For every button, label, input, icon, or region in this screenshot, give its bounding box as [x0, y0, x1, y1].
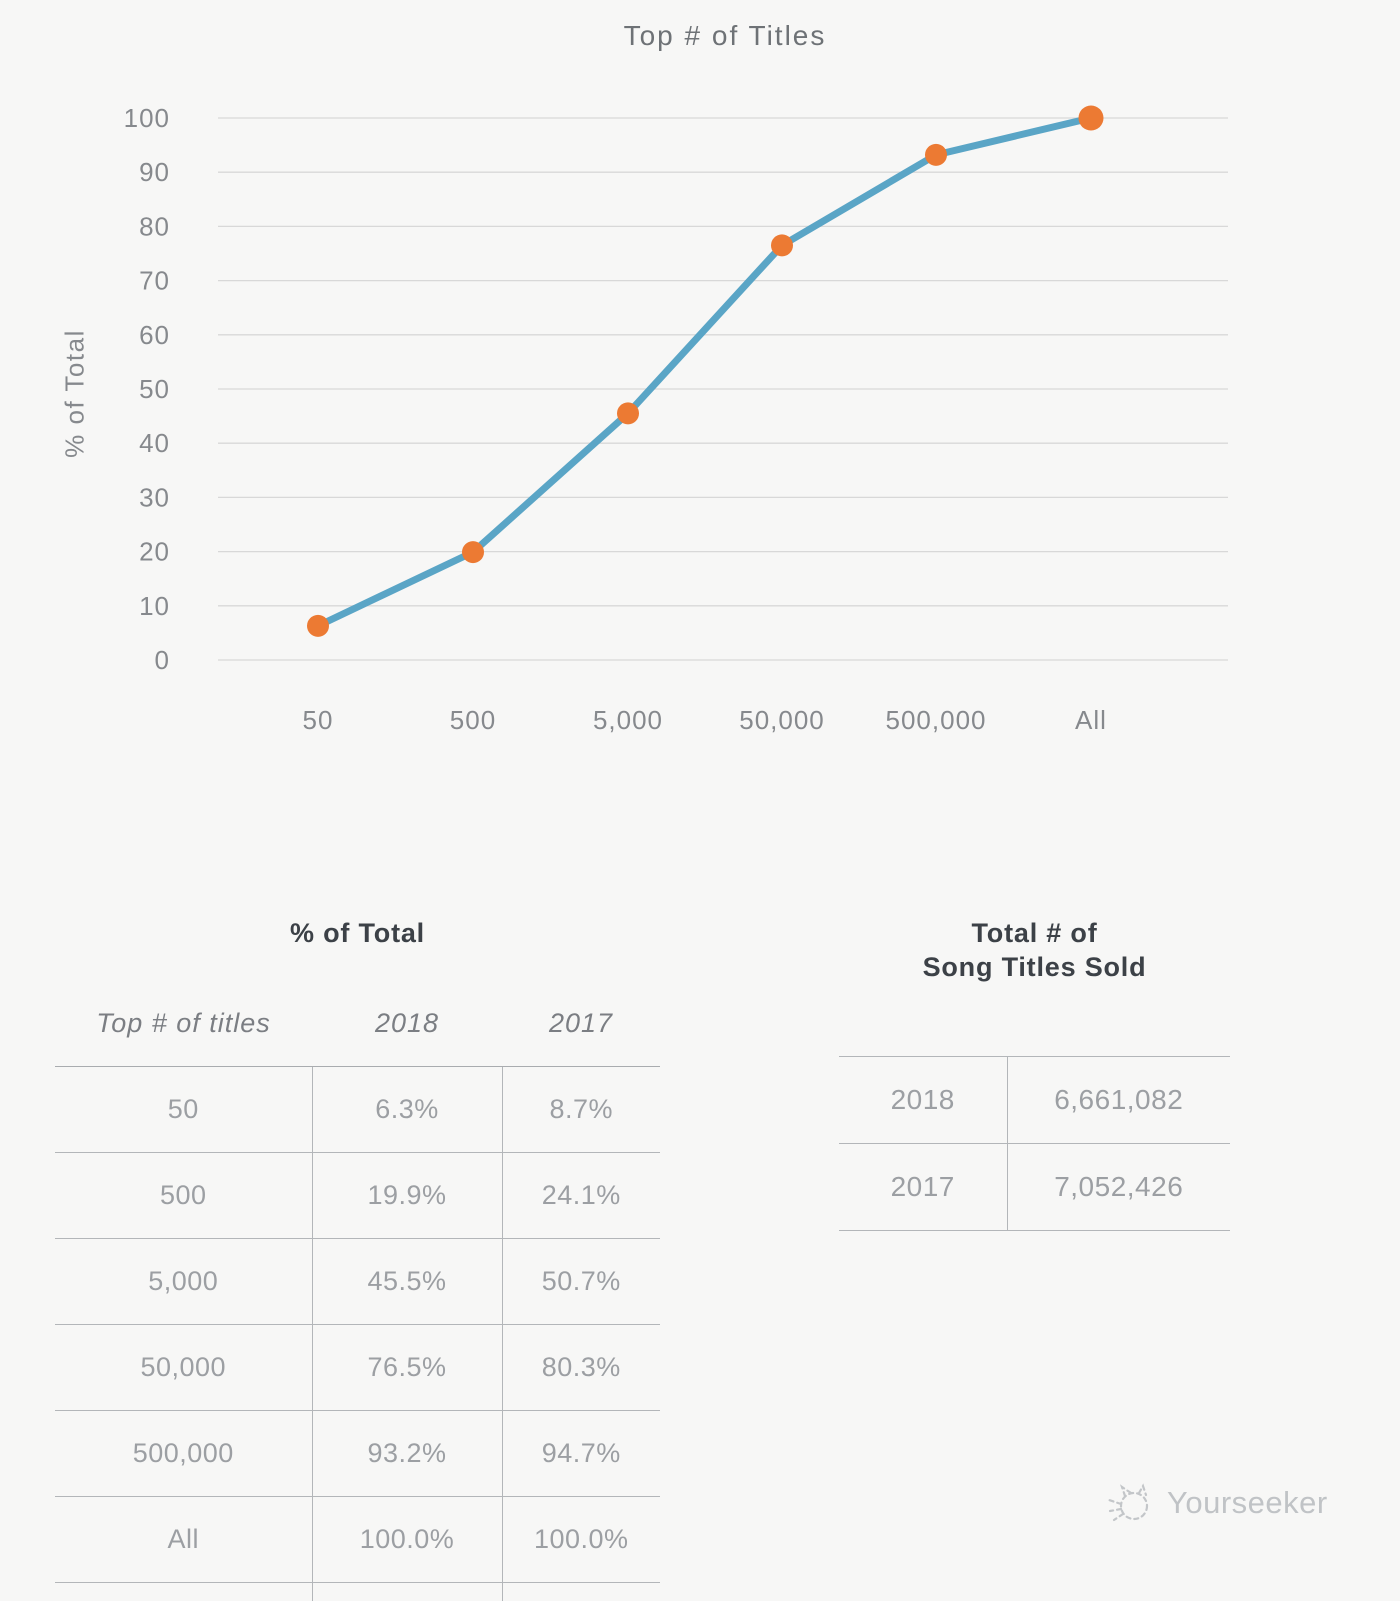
- data-point: [617, 402, 639, 424]
- table-row: 50 6.3% 8.7%: [55, 1067, 660, 1153]
- table-row: 50,000 76.5% 80.3%: [55, 1325, 660, 1411]
- value-2018: 76.5%: [312, 1325, 502, 1411]
- table-cut-spacer: [55, 1583, 660, 1601]
- year-label: 2017: [839, 1144, 1007, 1231]
- y-tick-label: 10: [139, 591, 170, 621]
- data-point: [925, 144, 947, 166]
- y-tick-label: 100: [124, 103, 170, 133]
- row-label: 500: [55, 1153, 312, 1239]
- y-tick-label: 60: [139, 320, 170, 350]
- y-tick-label: 30: [139, 482, 170, 512]
- line-chart: 0 10 20 30 40 50 60 70 80 90 100 50 500 5,000 50,000 50…: [0, 0, 1400, 790]
- y-tick-label: 50: [139, 374, 170, 404]
- percent-table-title: % of Total: [55, 916, 660, 950]
- percent-table-header-row: Top # of titles 2018 2017: [55, 980, 660, 1067]
- total-value: 6,661,082: [1007, 1057, 1230, 1144]
- data-point: [462, 541, 484, 563]
- table-row: 500,000 93.2% 94.7%: [55, 1411, 660, 1497]
- y-tick-label: 40: [139, 428, 170, 458]
- watermark: Yourseeker: [1105, 1478, 1365, 1528]
- table-row: All 100.0% 100.0%: [55, 1497, 660, 1583]
- totals-table: 2018 6,661,082 2017 7,052,426: [839, 1056, 1230, 1231]
- x-tick-label: All: [1075, 705, 1107, 735]
- row-label: 50,000: [55, 1325, 312, 1411]
- value-2017: 80.3%: [502, 1325, 660, 1411]
- value-2017: 24.1%: [502, 1153, 660, 1239]
- value-2017: 8.7%: [502, 1067, 660, 1153]
- col-header-2017: 2017: [502, 980, 660, 1067]
- y-tick-label: 70: [139, 266, 170, 296]
- value-2018: 93.2%: [312, 1411, 502, 1497]
- data-point: [771, 234, 793, 256]
- data-point: [1079, 106, 1104, 131]
- col-header-2018: 2018: [312, 980, 502, 1067]
- row-label: 5,000: [55, 1239, 312, 1325]
- row-label: All: [55, 1497, 312, 1583]
- y-tick-label: 0: [155, 645, 170, 675]
- x-tick-label: 500,000: [886, 705, 987, 735]
- value-2017: 94.7%: [502, 1411, 660, 1497]
- cat-doodle-icon: [1105, 1480, 1157, 1526]
- value-2018: 45.5%: [312, 1239, 502, 1325]
- value-2018: 19.9%: [312, 1153, 502, 1239]
- total-value: 7,052,426: [1007, 1144, 1230, 1231]
- year-label: 2018: [839, 1057, 1007, 1144]
- x-tick-label: 50,000: [739, 705, 825, 735]
- x-tick-label: 5,000: [593, 705, 663, 735]
- value-2018: 6.3%: [312, 1067, 502, 1153]
- y-tick-label: 80: [139, 211, 170, 241]
- totals-table-title: Total # of Song Titles Sold: [839, 916, 1230, 984]
- col-header-top-titles: Top # of titles: [55, 980, 312, 1067]
- row-label: 500,000: [55, 1411, 312, 1497]
- percent-table: Top # of titles 2018 2017 50 6.3% 8.7% 5…: [55, 980, 660, 1601]
- value-2017: 100.0%: [502, 1497, 660, 1583]
- totals-title-line2: Song Titles Sold: [839, 950, 1230, 984]
- table-row: 500 19.9% 24.1%: [55, 1153, 660, 1239]
- percent-of-total-section: % of Total Top # of titles 2018 2017 50 …: [55, 916, 660, 1601]
- value-2017: 50.7%: [502, 1239, 660, 1325]
- trend-line: [318, 118, 1091, 626]
- y-tick-label: 20: [139, 537, 170, 567]
- totals-section: Total # of Song Titles Sold 2018 6,661,0…: [839, 916, 1230, 1231]
- table-row: 5,000 45.5% 50.7%: [55, 1239, 660, 1325]
- x-tick-label: 500: [450, 705, 496, 735]
- data-point: [307, 615, 329, 637]
- totals-title-line1: Total # of: [839, 916, 1230, 950]
- row-label: 50: [55, 1067, 312, 1153]
- watermark-text: Yourseeker: [1167, 1485, 1328, 1521]
- table-row: 2017 7,052,426: [839, 1144, 1230, 1231]
- x-tick-label: 50: [303, 705, 334, 735]
- value-2018: 100.0%: [312, 1497, 502, 1583]
- y-tick-label: 90: [139, 157, 170, 187]
- table-row: 2018 6,661,082: [839, 1057, 1230, 1144]
